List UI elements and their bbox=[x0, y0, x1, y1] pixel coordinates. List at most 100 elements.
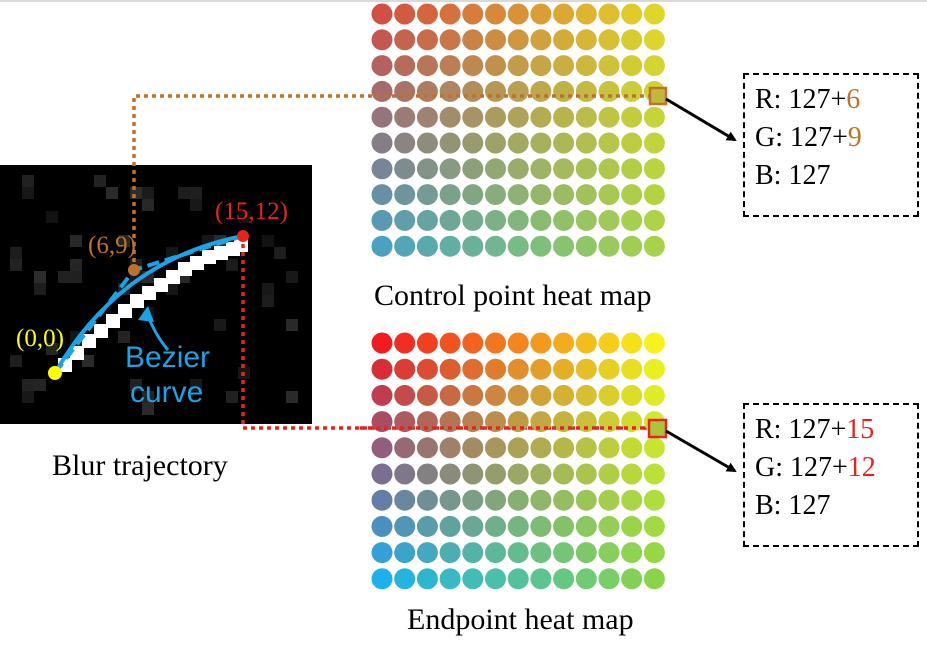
heat-map-cell bbox=[575, 29, 597, 51]
heat-map-cell bbox=[416, 568, 438, 590]
noise-pixel bbox=[142, 199, 154, 211]
heat-map-cell bbox=[416, 463, 438, 485]
endpoint-r-row: R: 127+15 bbox=[755, 411, 917, 449]
noise-pixel bbox=[238, 211, 250, 223]
heat-map-cell bbox=[598, 384, 620, 406]
heat-map-cell bbox=[462, 235, 484, 257]
heat-map-cell bbox=[530, 209, 552, 231]
heat-map-cell bbox=[462, 80, 484, 102]
heat-map-cell bbox=[507, 489, 529, 511]
heat-map-cell bbox=[598, 489, 620, 511]
heat-map-cell bbox=[439, 80, 461, 102]
control-point-marker bbox=[128, 264, 140, 276]
heat-map-cell bbox=[575, 515, 597, 537]
noise-pixel bbox=[190, 187, 202, 199]
noise-pixel bbox=[274, 247, 286, 259]
heat-map-cell bbox=[416, 3, 438, 25]
heat-map-cell bbox=[371, 542, 393, 564]
heat-map-cell bbox=[371, 209, 393, 231]
endpoint-heat-map bbox=[371, 332, 665, 590]
heat-map-cell bbox=[507, 235, 529, 257]
blur-pixel bbox=[214, 246, 228, 260]
heat-map-cell bbox=[575, 158, 597, 180]
heat-map-cell bbox=[462, 184, 484, 206]
heat-map-cell bbox=[598, 55, 620, 77]
noise-pixel bbox=[106, 187, 118, 199]
heat-map-cell bbox=[643, 332, 665, 354]
heat-map-cell bbox=[598, 437, 620, 459]
control-g-offset: 9 bbox=[847, 122, 862, 153]
bezier-curve bbox=[53, 234, 244, 374]
heat-map-cell bbox=[394, 106, 416, 128]
heat-map-cell bbox=[643, 132, 665, 154]
heat-map-cell bbox=[575, 568, 597, 590]
heat-map-cell bbox=[621, 209, 643, 231]
heat-map-cell bbox=[462, 489, 484, 511]
heat-map-cell bbox=[598, 158, 620, 180]
heat-map-cell bbox=[462, 515, 484, 537]
control-r-offset: 6 bbox=[846, 84, 861, 115]
noise-pixel bbox=[142, 187, 154, 199]
heat-map-cell bbox=[598, 358, 620, 380]
heat-map-cell bbox=[575, 132, 597, 154]
blur-pixel bbox=[166, 270, 180, 284]
heat-map-cell bbox=[598, 184, 620, 206]
heat-map-cell bbox=[553, 515, 575, 537]
heat-map-cell bbox=[416, 55, 438, 77]
heat-map-cell bbox=[643, 158, 665, 180]
heat-map-cell bbox=[507, 411, 529, 433]
start-point-marker bbox=[48, 366, 62, 380]
heat-map-cell bbox=[485, 568, 506, 590]
heat-map-cell bbox=[507, 106, 529, 128]
blur-pixel bbox=[190, 256, 204, 270]
endpoint-b-row: B: 127 bbox=[755, 490, 831, 521]
heat-map-cell bbox=[643, 235, 665, 257]
heat-map-cell bbox=[598, 29, 620, 51]
heat-map-cell bbox=[530, 358, 552, 380]
heat-map-cell bbox=[439, 158, 461, 180]
noise-pixel bbox=[178, 187, 190, 199]
noise-pixel bbox=[226, 259, 238, 271]
noise-pixel bbox=[130, 187, 142, 199]
heat-map-cell bbox=[371, 437, 393, 459]
heat-map-cell bbox=[371, 29, 393, 51]
heat-map-cell bbox=[530, 235, 552, 257]
heat-map-cell bbox=[507, 80, 529, 102]
heat-map-cell bbox=[394, 184, 416, 206]
heat-map-cell bbox=[643, 542, 665, 564]
heat-map-cell bbox=[416, 29, 438, 51]
noise-pixel bbox=[82, 355, 94, 367]
heat-map-cell bbox=[439, 437, 461, 459]
heat-map-cell bbox=[394, 411, 416, 433]
noise-pixel bbox=[166, 283, 178, 295]
heat-map-cell bbox=[530, 106, 552, 128]
blur-pixel bbox=[178, 262, 192, 276]
heat-map-cell bbox=[416, 437, 438, 459]
heat-map-cell bbox=[416, 158, 438, 180]
heat-map-cell bbox=[621, 358, 643, 380]
heat-map-cell bbox=[507, 542, 529, 564]
heat-map-cell bbox=[462, 463, 484, 485]
heat-map-cell bbox=[439, 358, 461, 380]
heat-map-cell bbox=[485, 489, 506, 511]
heat-map-cell bbox=[485, 384, 506, 406]
heat-map-cell bbox=[575, 463, 597, 485]
endpoint-rgb-readout: R: 127+15 G: 127+12 B: 127 bbox=[743, 403, 919, 547]
heat-map-cell bbox=[621, 132, 643, 154]
heat-map-cell bbox=[394, 542, 416, 564]
heat-map-cell bbox=[462, 132, 484, 154]
heat-map-cell bbox=[394, 55, 416, 77]
heat-map-cell bbox=[394, 463, 416, 485]
heat-map-cell bbox=[485, 3, 506, 25]
heat-map-cell bbox=[371, 568, 393, 590]
heat-map-cell bbox=[575, 384, 597, 406]
heat-map-cell bbox=[553, 29, 575, 51]
heat-map-cell bbox=[507, 209, 529, 231]
heat-map-cell bbox=[416, 80, 438, 102]
heat-map-cell bbox=[643, 209, 665, 231]
heat-map-cell bbox=[371, 411, 393, 433]
heat-map-cell bbox=[394, 132, 416, 154]
heat-map-cell bbox=[439, 332, 461, 354]
heat-map-cell bbox=[621, 437, 643, 459]
